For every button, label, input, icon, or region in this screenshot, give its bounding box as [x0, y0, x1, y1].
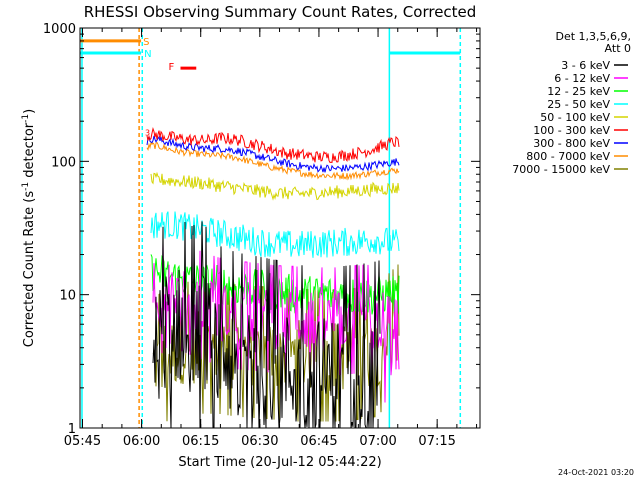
attenuator-state-label: S — [143, 37, 149, 48]
y-tick-label: 100 — [51, 155, 76, 170]
y-tick-label: 10 — [59, 289, 76, 304]
flare-flag-label: F — [168, 62, 174, 73]
legend-entry-label: 7000 - 15000 keV — [512, 163, 610, 176]
chart-title: RHESSI Observing Summary Count Rates, Co… — [84, 3, 477, 21]
footer-timestamp: 24-Oct-2021 03:20 — [558, 468, 634, 477]
legend-entry-label: 100 - 300 keV — [533, 124, 610, 137]
legend-entry-label: 6 - 12 keV — [554, 72, 610, 85]
state-bars: SN F 3 — [80, 37, 461, 137]
series-line — [146, 127, 400, 163]
series-line — [146, 135, 400, 173]
x-tick-label: 07:15 — [418, 434, 455, 449]
y-tick-label: 1 — [68, 422, 76, 437]
x-tick-label: 05:45 — [64, 434, 101, 449]
y-axis-label: Corrected Count Rate (s-1 detector-1) — [21, 109, 37, 347]
night-state-label: N — [144, 49, 151, 60]
saa-marker-label: 3 — [145, 128, 150, 137]
y-axis-ticks: 1 10 100 1000 — [43, 22, 480, 437]
legend-entry-label: 12 - 25 keV — [547, 85, 610, 98]
legend-header-line-2: Att 0 — [605, 42, 631, 55]
x-tick-label: 06:15 — [182, 434, 219, 449]
x-tick-label: 06:00 — [123, 434, 160, 449]
series-line — [150, 171, 400, 201]
series-line — [152, 221, 381, 429]
x-tick-label: 07:00 — [359, 434, 396, 449]
x-tick-label: 06:45 — [300, 434, 337, 449]
legend-entry-label: 25 - 50 keV — [547, 98, 610, 111]
legend-entry-label: 3 - 6 keV — [561, 59, 610, 72]
y-tick-label: 1000 — [43, 22, 76, 37]
legend-entry-label: 50 - 100 keV — [540, 111, 610, 124]
series-line — [146, 141, 400, 181]
legend-entry-label: 800 - 7000 keV — [526, 150, 610, 163]
data-series — [146, 127, 400, 429]
series-line — [152, 243, 400, 403]
x-axis-ticks: 05:45 06:00 06:15 06:30 06:45 07:00 07:15 — [64, 28, 478, 449]
x-tick-label: 06:30 — [241, 434, 278, 449]
x-axis-label: Start Time (20-Jul-12 05:44:22) — [178, 455, 381, 470]
orbit-boundary-lines — [81, 28, 462, 428]
legend-entry-label: 300 - 800 keV — [533, 137, 610, 150]
series-line — [152, 264, 400, 422]
legend-header-line-1: Det 1,3,5,6,9, — [555, 30, 631, 43]
